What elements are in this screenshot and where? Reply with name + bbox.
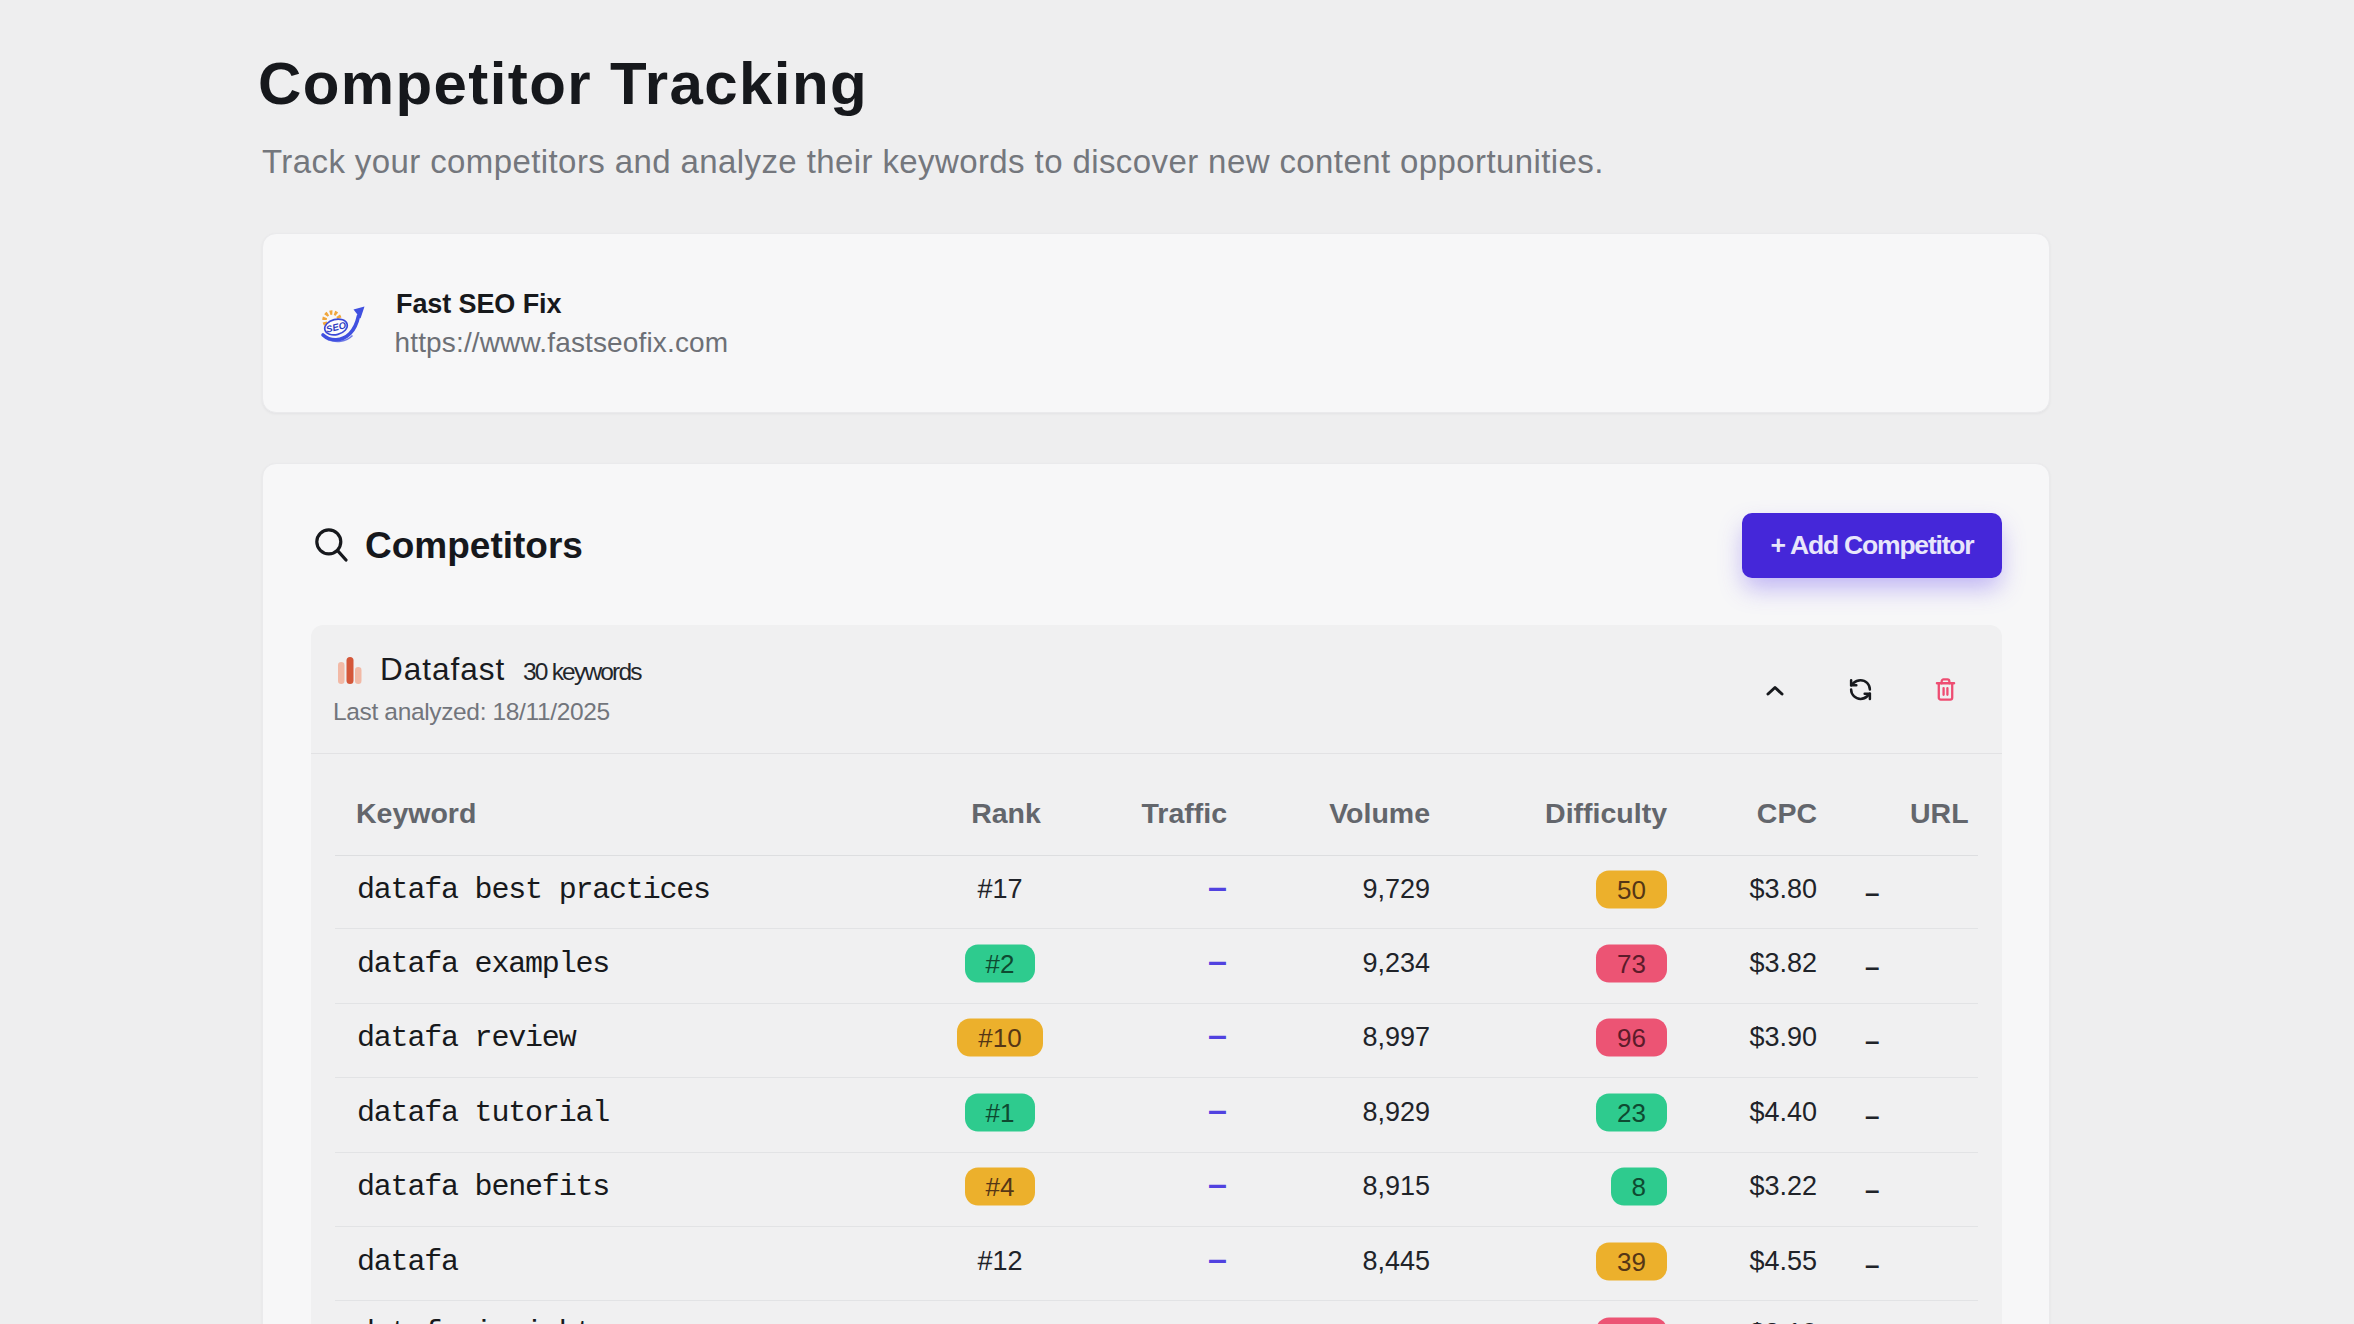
svg-text:SEO: SEO (325, 319, 348, 335)
